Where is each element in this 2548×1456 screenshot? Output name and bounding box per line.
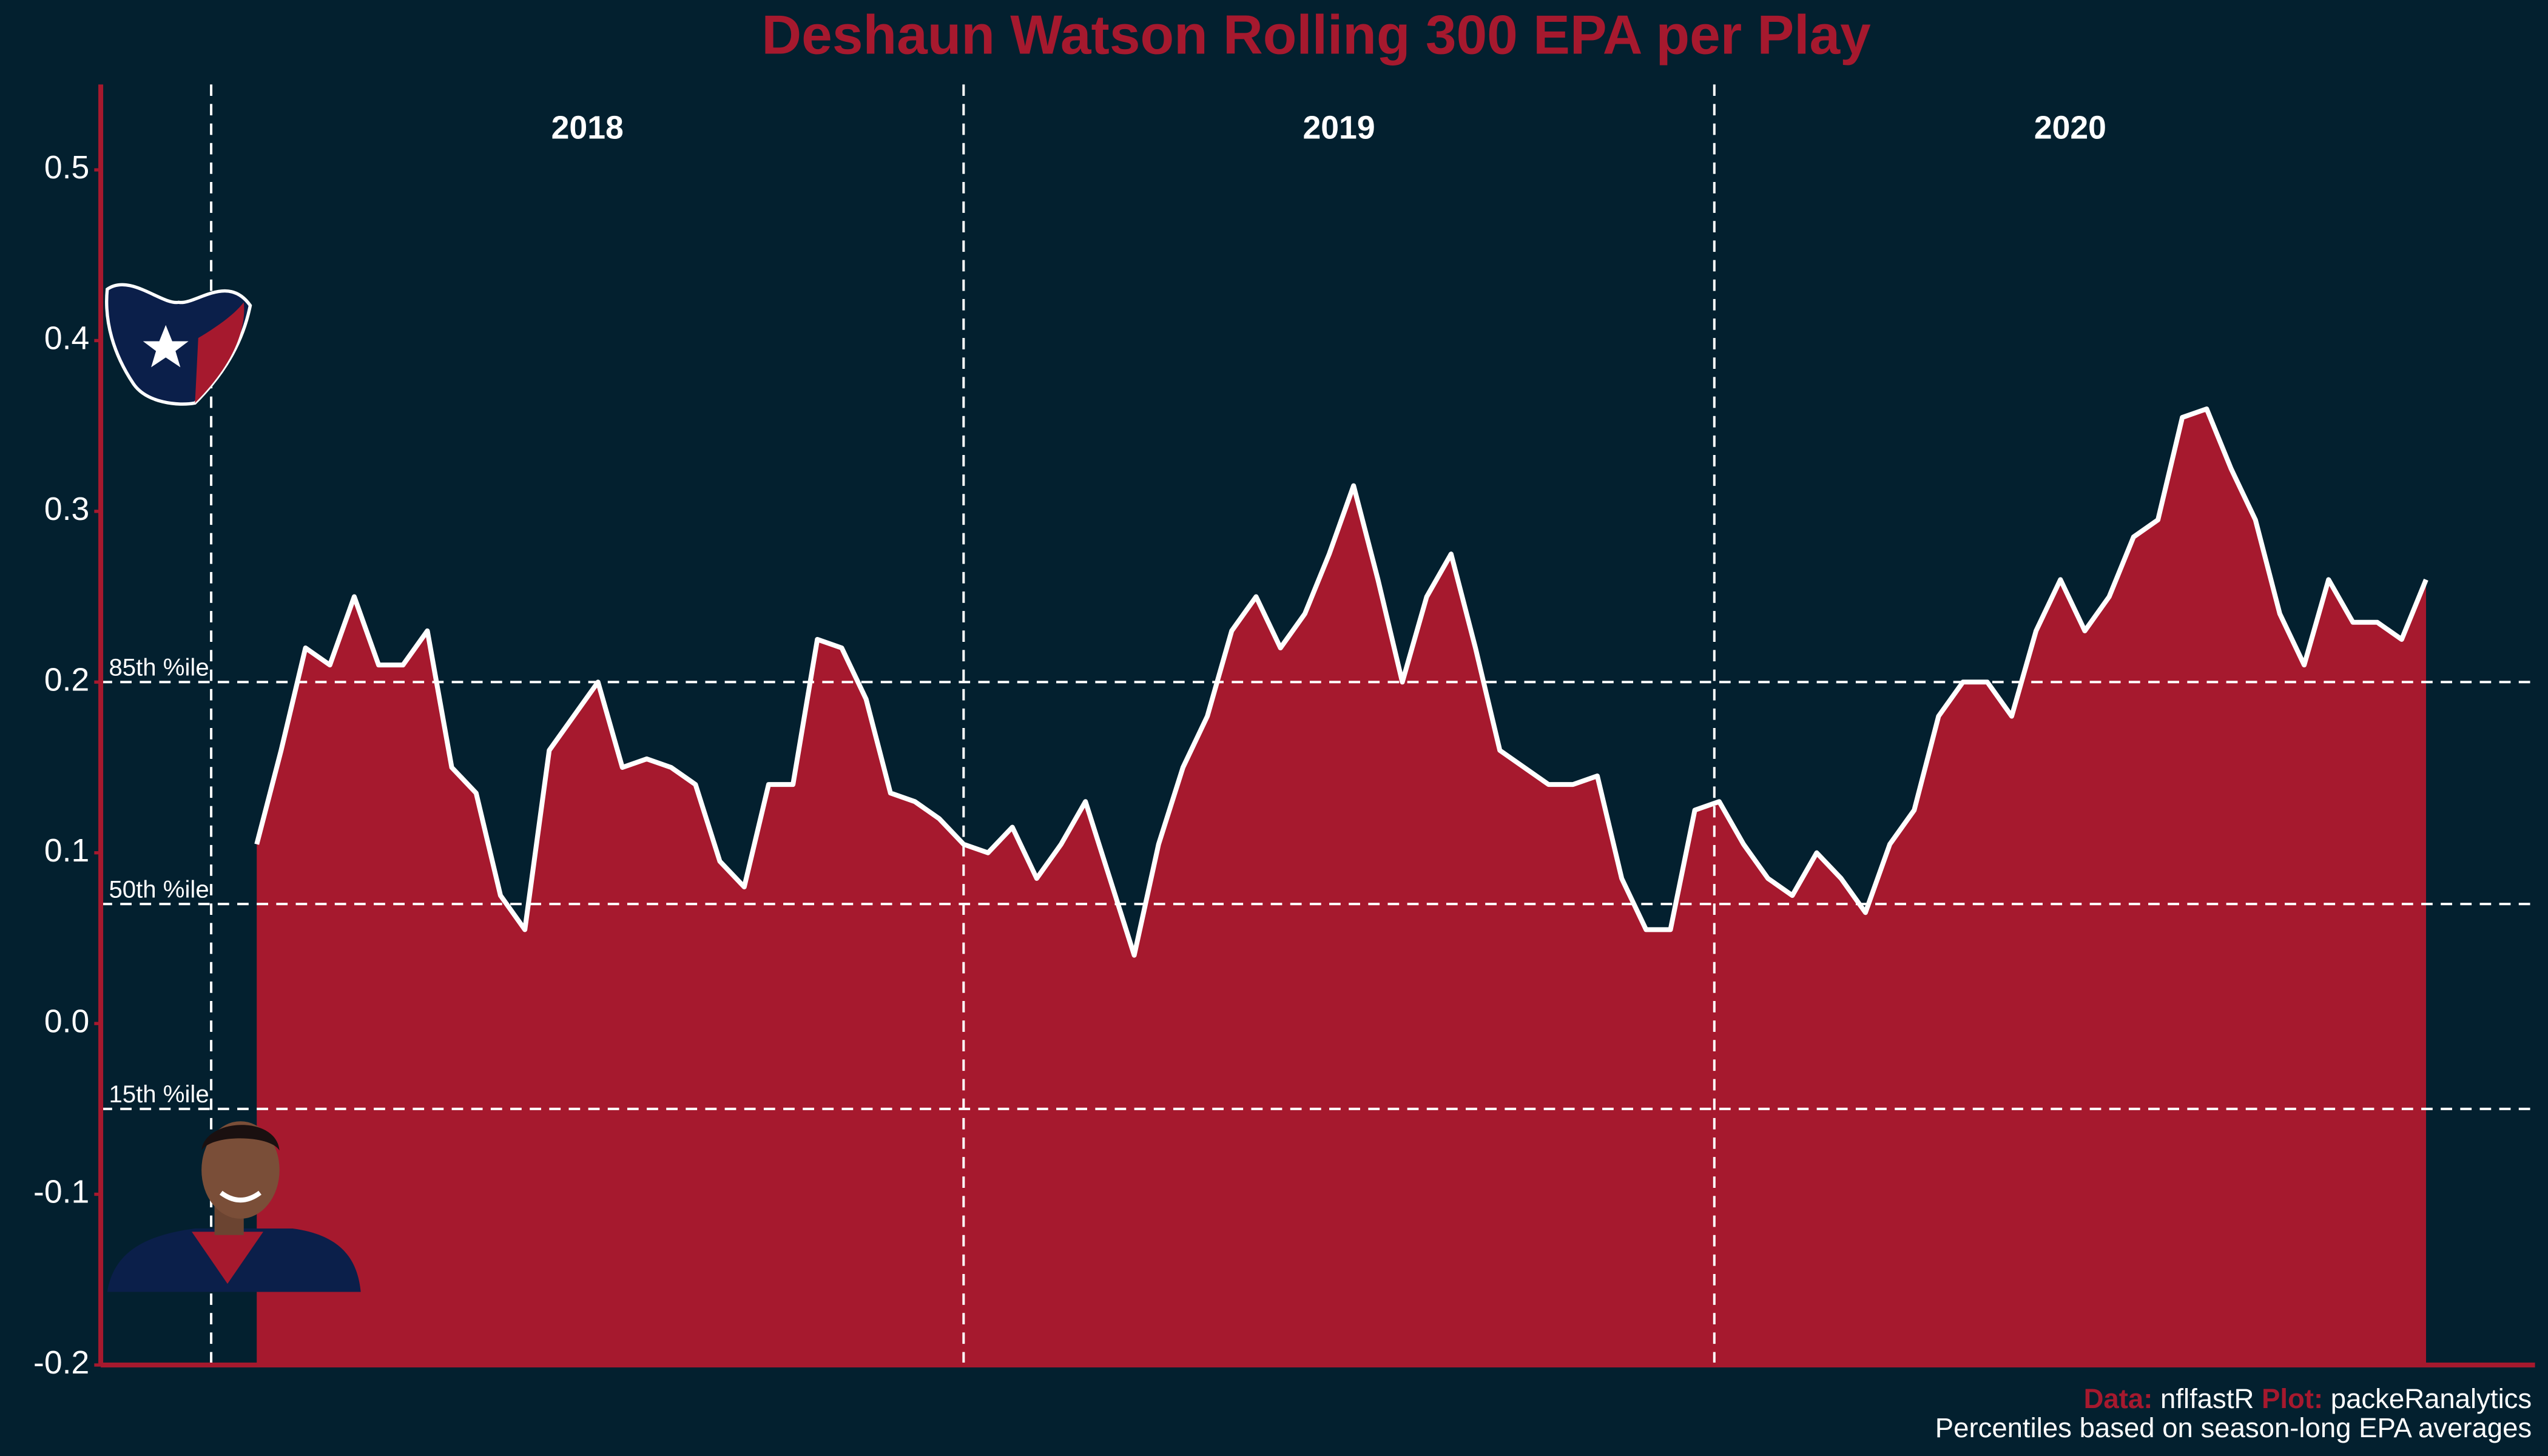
caption-plot-author: packeRanalytics [2331,1383,2532,1414]
player-photo [107,1121,361,1292]
y-tick-label: 0.4 [44,321,89,357]
caption-data-label: Data: [2084,1383,2153,1414]
reference-label: 85th %ile [109,653,209,681]
chart-title: Deshaun Watson Rolling 300 EPA per Play [761,4,1871,66]
y-tick-label: 0.2 [44,662,89,698]
caption-sources: Data: nflfastR Plot: packeRanalytics [2084,1383,2532,1414]
y-tick-label: 0.3 [44,491,89,527]
season-label: 2018 [551,110,624,146]
y-tick-label: 0.0 [44,1003,89,1039]
team-logo [105,283,252,406]
line [254,406,2428,958]
reference-label: 15th %ile [109,1080,209,1108]
caption-note: Percentiles based on season-long EPA ave… [1935,1412,2532,1443]
season-label: 2020 [2034,110,2106,146]
season-label: 2019 [1303,110,1375,146]
caption-data-source: nflfastR [2160,1383,2254,1414]
y-tick-label: -0.1 [33,1175,89,1210]
caption-plot-label: Plot: [2262,1383,2323,1414]
y-tick-label: 0.1 [44,833,89,869]
plot-area: 85th %ile 50th %ile 15th %ile 2018 2019 2020 -… [33,84,2535,1381]
area [257,409,2426,1365]
reference-label: 50th %ile [109,875,209,903]
y-tick-label: -0.2 [33,1345,89,1381]
y-tick-label: 0.5 [44,150,89,186]
